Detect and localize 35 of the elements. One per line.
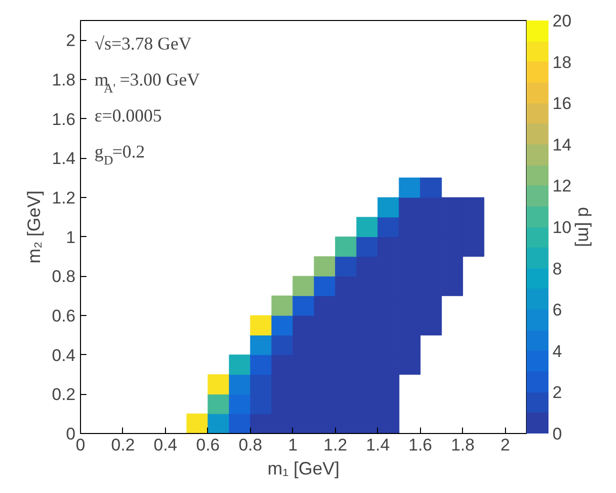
color-bar-label: 10 (552, 218, 572, 237)
x-tick-label: 1.8 (450, 436, 475, 454)
y-tick-label: 1 (66, 228, 76, 247)
y-axis-title: m₂ [GeV] (24, 190, 44, 264)
y-tick-label: 1.8 (52, 70, 76, 90)
y-tick-label: 0.6 (52, 306, 76, 326)
y-tick-label: 0.4 (52, 346, 76, 365)
y-tick-label: 0.2 (52, 385, 76, 404)
x-tick-label: 1.2 (324, 436, 348, 454)
color-bar-label: 12 (552, 176, 572, 196)
x-tick-label: 0.8 (238, 436, 262, 454)
x-tick-label: 0.2 (111, 436, 135, 454)
x-tick-label: 1.6 (408, 436, 432, 454)
annotation: ε=0.0005 (94, 106, 162, 126)
y-tick-label: 0.8 (52, 267, 76, 286)
color-bar-label: 16 (552, 94, 572, 114)
color-bar-title: d [m] (574, 206, 594, 248)
x-tick-label: 1.4 (366, 436, 390, 454)
y-tick-label: 2 (66, 31, 76, 50)
y-tick-label: 1.6 (52, 110, 76, 129)
x-tick-label: 2 (500, 436, 510, 454)
color-bar-label: 14 (552, 135, 572, 154)
x-tick-label: 1 (288, 436, 298, 454)
annotation: √s=3.78 GeV (94, 34, 192, 54)
x-tick-label: 0.6 (196, 436, 220, 454)
color-bar-label: 20 (552, 12, 572, 30)
color-bar-label: 4 (552, 342, 562, 361)
x-axis-title: m₁ [GeV] (267, 458, 340, 478)
y-tick-label: 1.2 (52, 188, 76, 208)
color-bar-label: 2 (552, 383, 562, 402)
y-tick-label: 1.4 (52, 149, 76, 168)
color-bar-label: 8 (552, 259, 562, 278)
color-bar-label: 6 (552, 300, 562, 320)
x-tick-label: 0.4 (154, 436, 178, 454)
color-bar-label: 18 (552, 52, 572, 72)
